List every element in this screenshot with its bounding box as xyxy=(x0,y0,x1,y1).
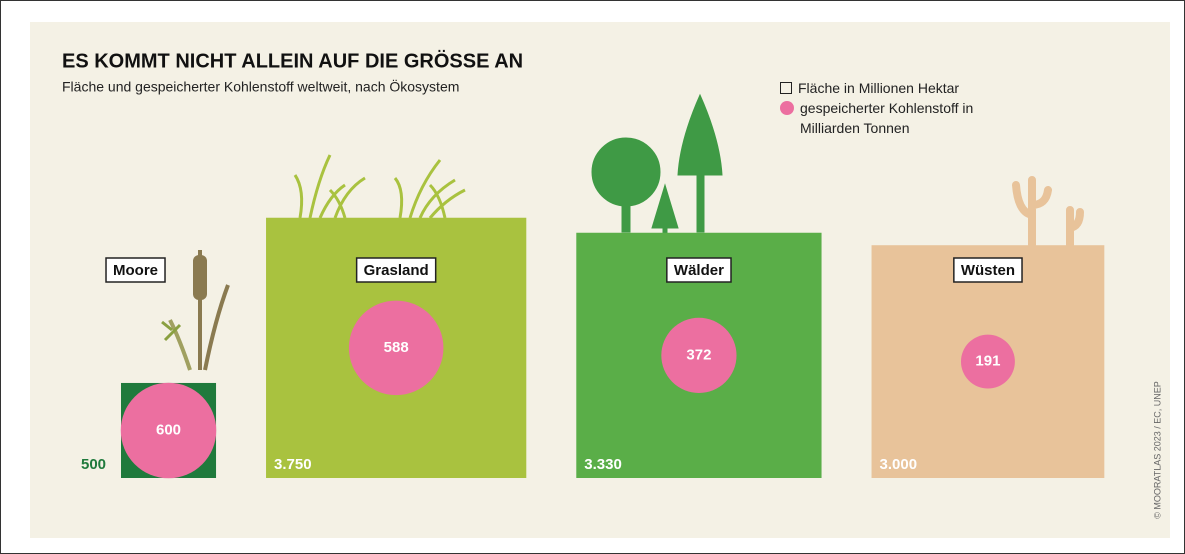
chart-title: ES KOMMT NICHT ALLEIN AUF DIE GRÖSSE AN xyxy=(62,49,523,72)
area-label: 3.000 xyxy=(880,456,918,473)
legend-item: Fläche in Millionen Hektar xyxy=(780,78,975,98)
carbon-label: 191 xyxy=(975,353,1000,370)
legend-swatch xyxy=(780,82,792,94)
category-label: Grasland xyxy=(364,262,429,279)
category-label: Wälder xyxy=(674,262,724,279)
source: © MOORATLAS 2023 / EC, UNEP xyxy=(1152,381,1162,519)
carbon-label: 588 xyxy=(384,339,409,356)
legend-swatch xyxy=(780,101,794,115)
carbon-label: 372 xyxy=(686,346,711,363)
category-label: Wüsten xyxy=(961,262,1015,279)
area-label: 500 xyxy=(81,456,106,473)
chart: ES KOMMT NICHT ALLEIN AUF DIE GRÖSSE AN … xyxy=(0,0,1185,554)
category-label: Moore xyxy=(113,262,158,279)
page: ES KOMMT NICHT ALLEIN AUF DIE GRÖSSE AN … xyxy=(0,0,1185,554)
legend-label: gespeicherter Kohlenstoff in Milliarden … xyxy=(800,98,975,138)
chart-subtitle: Fläche und gespeicherter Kohlenstoff wel… xyxy=(62,78,459,95)
legend-label: Fläche in Millionen Hektar xyxy=(798,78,959,98)
area-label: 3.750 xyxy=(274,456,312,473)
carbon-label: 600 xyxy=(156,421,181,438)
legend-item: gespeicherter Kohlenstoff in Milliarden … xyxy=(780,98,975,138)
legend: Fläche in Millionen Hektar gespeicherter… xyxy=(780,78,975,138)
area-label: 3.330 xyxy=(584,456,622,473)
